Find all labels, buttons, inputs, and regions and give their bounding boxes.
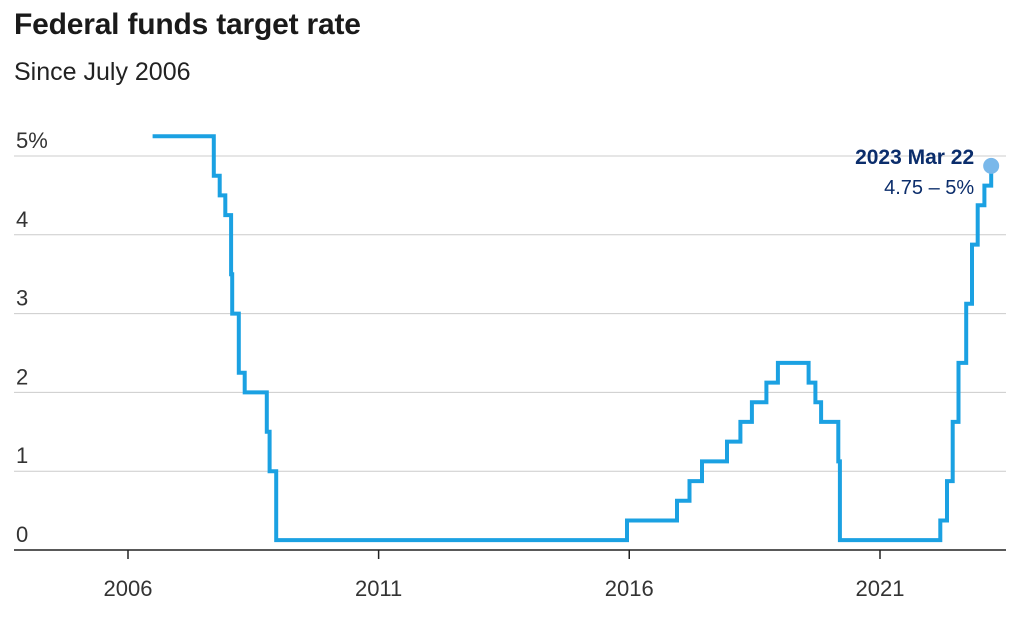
y-tick-label: 2 (16, 364, 28, 389)
annotation-date: 2023 Mar 22 (855, 146, 974, 169)
y-tick-label: 3 (16, 286, 28, 311)
y-tick-label: 0 (16, 522, 28, 547)
x-tick-label: 2006 (104, 576, 153, 601)
y-axis-ticks: 0 1 2 3 4 5% (16, 128, 48, 547)
chart-title: Federal funds target rate (14, 8, 361, 41)
annotation-group: 2023 Mar 22 4.75 – 5% (855, 146, 1000, 199)
latest-point-marker (983, 157, 1000, 174)
x-axis-ticks: 2006 2011 2016 2021 (104, 550, 905, 601)
y-tick-label: 4 (16, 207, 28, 232)
rate-series-line (152, 134, 994, 543)
x-tick-label: 2021 (856, 576, 905, 601)
gridlines (14, 155, 1006, 551)
y-tick-label: 1 (16, 443, 28, 468)
chart-subtitle: Since July 2006 (14, 58, 191, 86)
y-tick-label: 5% (16, 128, 48, 153)
series-group (152, 134, 994, 543)
x-tick-label: 2016 (605, 576, 654, 601)
x-tick-label: 2011 (355, 576, 402, 601)
annotation-value: 4.75 – 5% (884, 177, 974, 199)
